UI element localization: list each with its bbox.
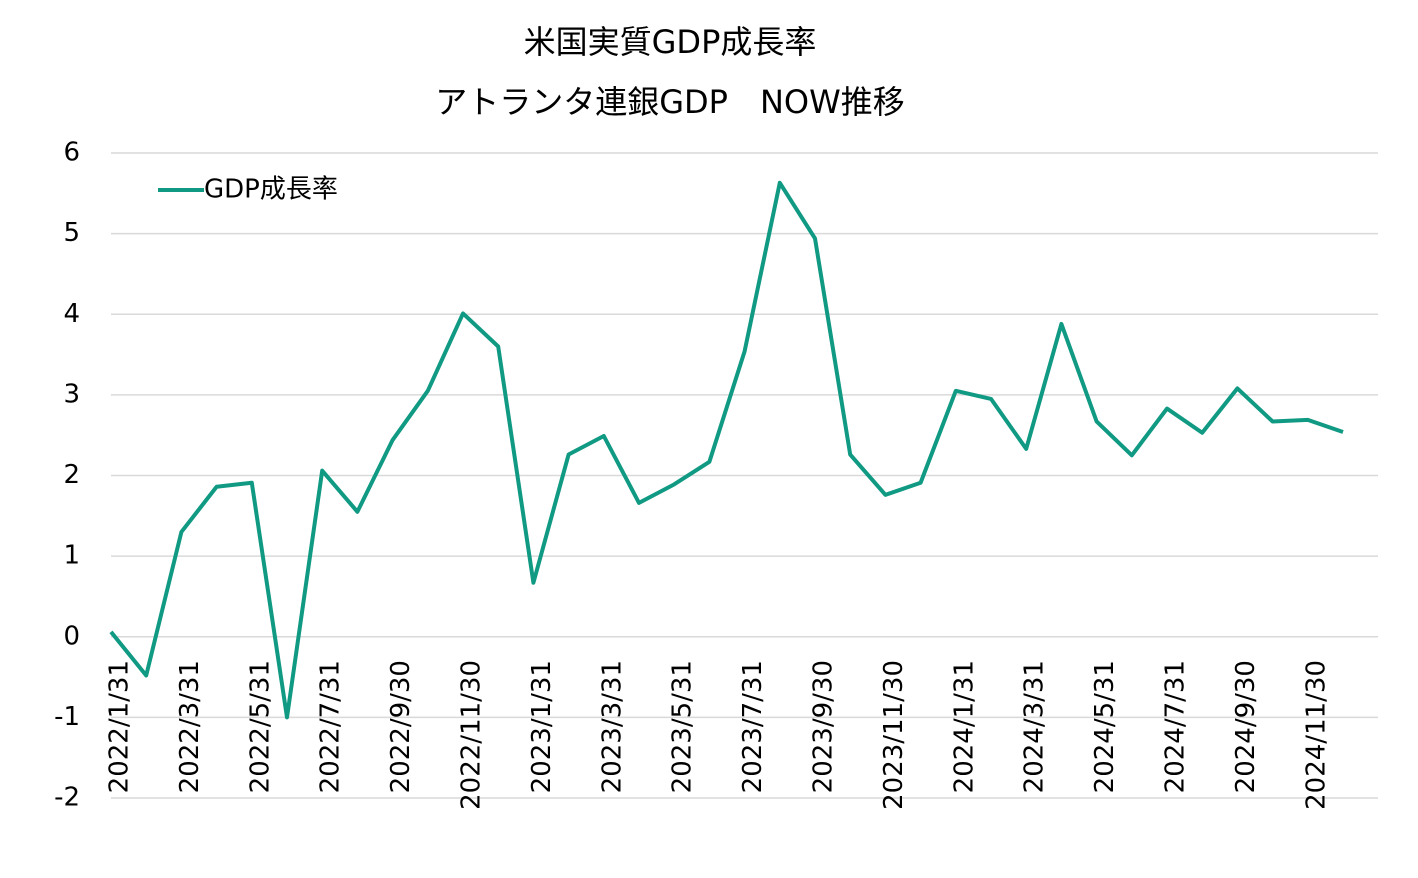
y-tick-label: 1: [63, 541, 80, 571]
x-tick-label: 2022/7/31: [316, 660, 346, 793]
x-tick-label: 2023/5/31: [668, 660, 698, 793]
y-tick-label: 4: [63, 299, 80, 329]
y-tick-label: -2: [54, 783, 80, 813]
x-tick-label: 2022/9/30: [386, 660, 416, 793]
x-tick-label: 2023/9/30: [809, 660, 839, 793]
y-tick-label: 0: [63, 621, 80, 651]
x-tick-label: 2024/5/31: [1090, 660, 1120, 793]
y-tick-label: 6: [63, 138, 80, 168]
x-tick-label: 2022/11/30: [457, 660, 487, 810]
x-tick-label: 2023/7/31: [738, 660, 768, 793]
chart-title: 米国実質GDP成長率: [524, 23, 817, 61]
x-tick-label: 2024/11/30: [1301, 660, 1331, 810]
y-tick-label: -1: [54, 702, 80, 732]
y-tick-label: 2: [63, 460, 80, 490]
data-line: [109, 180, 1344, 720]
x-tick-label: 2022/1/31: [105, 660, 135, 793]
x-tick-label: 2024/3/31: [1020, 660, 1050, 793]
x-tick-label: 2023/11/30: [879, 660, 909, 810]
y-tick-label: 3: [63, 379, 80, 409]
chart-subtitle: アトランタ連銀GDP NOW推移: [435, 83, 905, 121]
x-tick-label: 2024/9/30: [1231, 660, 1261, 793]
x-tick-label: 2023/1/31: [527, 660, 557, 793]
x-tick-label: 2022/5/31: [245, 660, 275, 793]
legend-label: GDP成長率: [204, 175, 338, 205]
y-tick-label: 5: [63, 218, 80, 248]
x-tick-label: 2024/7/31: [1161, 660, 1191, 793]
x-tick-label: 2024/1/31: [949, 660, 979, 793]
x-tick-label: 2023/3/31: [597, 660, 627, 793]
x-tick-label: 2022/3/31: [175, 660, 205, 793]
